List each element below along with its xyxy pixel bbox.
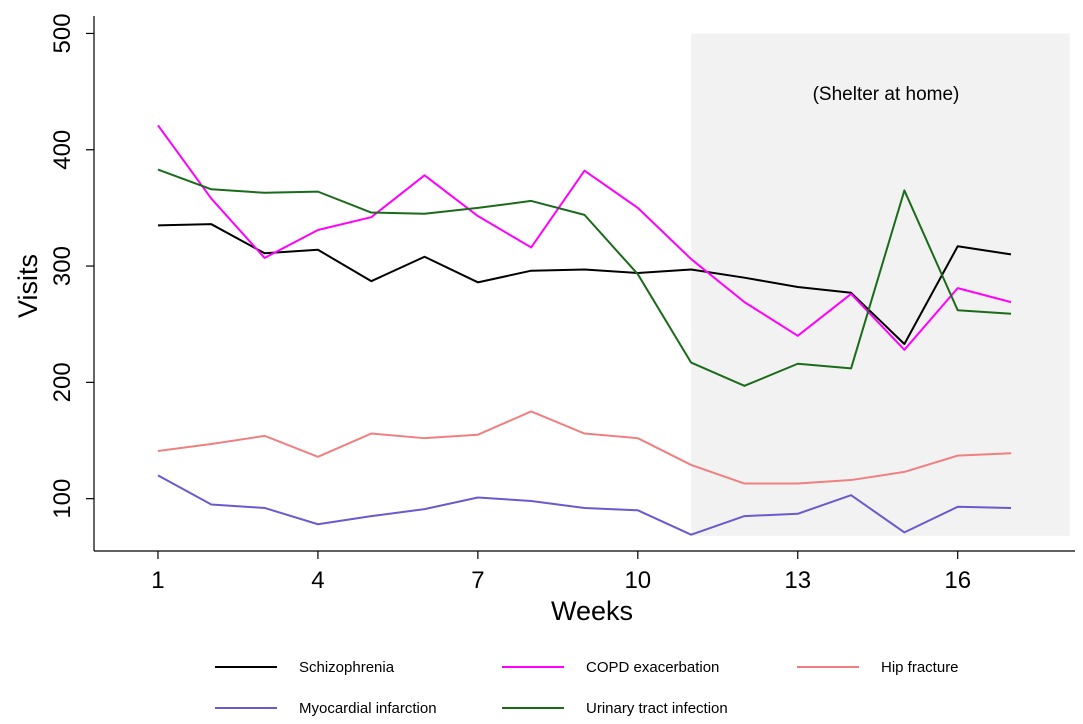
series-line-copd-exacerbation [157, 124, 1012, 351]
y-ticks: 100 200 300 400 500 [49, 13, 94, 519]
x-tick-label: 13 [784, 567, 811, 594]
x-tick-label: 16 [944, 567, 971, 594]
axes [93, 16, 1075, 552]
x-tick-label: 7 [471, 567, 484, 594]
y-tick-label: 500 [49, 13, 76, 53]
shelter-at-home-shading [691, 33, 1070, 536]
x-tick-label: 10 [624, 567, 651, 594]
legend-label-copd-exacerbation: COPD exacerbation [586, 659, 719, 676]
legend-label-hip-fracture: Hip fracture [881, 659, 959, 676]
x-tick-label: 4 [311, 567, 324, 594]
y-tick-label: 300 [49, 246, 76, 286]
x-axis-title: Weeks [551, 596, 633, 626]
y-tick-label: 200 [49, 362, 76, 402]
y-axis-title: Visits [13, 254, 43, 318]
legend: Schizophrenia COPD exacerbation Hip fractu… [215, 659, 959, 717]
series-line-hip-fracture [157, 410, 1012, 485]
series-line-urinary-tract-infection [157, 168, 1012, 387]
legend-label-schizophrenia: Schizophrenia [299, 659, 395, 676]
x-ticks: 1 4 7 10 13 16 [151, 551, 971, 594]
y-tick-label: 400 [49, 130, 76, 170]
x-tick-label: 1 [151, 567, 164, 594]
legend-label-urinary-tract-infection: Urinary tract infection [586, 700, 728, 717]
series-lines [157, 124, 1012, 536]
y-tick-label: 100 [49, 479, 76, 519]
legend-label-myocardial-infarction: Myocardial infarction [299, 700, 437, 717]
shelter-at-home-annotation: (Shelter at home) [813, 84, 960, 105]
series-line-myocardial-infarction [157, 474, 1012, 536]
